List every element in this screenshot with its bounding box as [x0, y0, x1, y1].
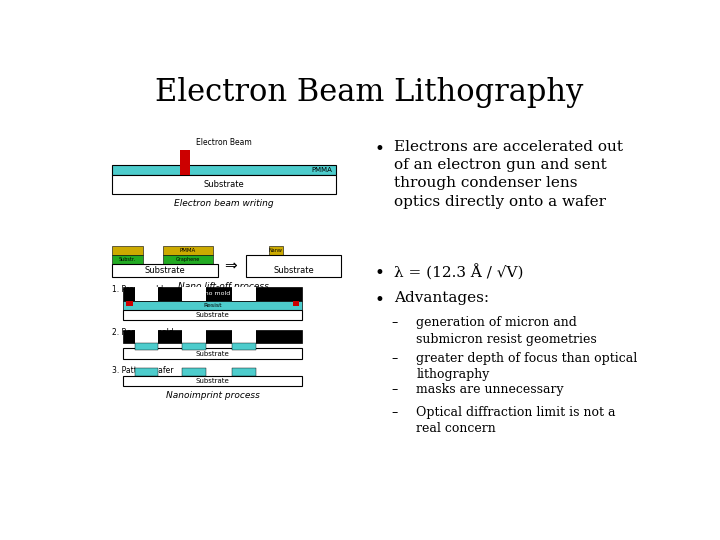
Bar: [233, 343, 256, 350]
Text: Substr.: Substr.: [119, 257, 136, 262]
Bar: [269, 246, 282, 255]
Bar: [233, 329, 256, 343]
Bar: [163, 255, 213, 264]
Bar: [180, 150, 190, 175]
Text: •: •: [374, 140, 384, 158]
Bar: [124, 287, 302, 301]
Bar: [124, 376, 302, 386]
Bar: [112, 255, 143, 264]
Text: Optical diffraction limit is not a
real concern: Optical diffraction limit is not a real …: [416, 406, 616, 435]
Text: λ = (12.3 Å / √V): λ = (12.3 Å / √V): [394, 265, 523, 281]
Text: Nanw: Nanw: [269, 248, 282, 253]
Bar: [233, 368, 256, 376]
Bar: [112, 246, 143, 255]
Bar: [182, 343, 205, 350]
Text: –: –: [392, 352, 397, 365]
Text: PMMA: PMMA: [179, 248, 196, 253]
Text: Graphene: Graphene: [176, 257, 199, 262]
Text: Nano lift-off process: Nano lift-off process: [179, 282, 269, 291]
Bar: [182, 287, 205, 301]
Text: generation of micron and
submicron resist geometries: generation of micron and submicron resis…: [416, 316, 597, 346]
Bar: [124, 310, 302, 320]
Text: Electrons are accelerated out
of an electron gun and sent
through condenser lens: Electrons are accelerated out of an elec…: [394, 140, 623, 209]
Text: •: •: [374, 292, 384, 309]
Text: PMMA: PMMA: [312, 167, 333, 173]
Text: Electron beam writing: Electron beam writing: [174, 199, 274, 208]
Bar: [135, 329, 158, 343]
Text: Nano mold: Nano mold: [196, 292, 230, 296]
Text: masks are unnecessary: masks are unnecessary: [416, 383, 564, 396]
Text: Substrate: Substrate: [274, 266, 314, 275]
Text: 2. Remove mold: 2. Remove mold: [112, 328, 174, 336]
Text: Substrate: Substrate: [145, 266, 186, 275]
Text: Substrate: Substrate: [196, 312, 230, 318]
Text: Electron Beam: Electron Beam: [196, 138, 252, 147]
Text: Resist: Resist: [204, 302, 222, 308]
Bar: [233, 287, 256, 301]
Bar: [135, 287, 158, 301]
Text: Electron Beam Lithography: Electron Beam Lithography: [155, 77, 583, 109]
Text: Advantages:: Advantages:: [394, 292, 489, 306]
Bar: [124, 348, 302, 359]
Bar: [112, 175, 336, 194]
Bar: [126, 301, 133, 306]
Bar: [135, 368, 158, 376]
Text: Substrate: Substrate: [196, 378, 230, 384]
Bar: [124, 301, 302, 310]
Text: ⇒: ⇒: [224, 259, 237, 274]
Text: Substrate: Substrate: [196, 350, 230, 356]
Bar: [292, 301, 300, 306]
Bar: [182, 368, 205, 376]
Bar: [112, 165, 336, 175]
Bar: [135, 343, 158, 350]
Bar: [124, 329, 302, 343]
Text: Nanoimprint process: Nanoimprint process: [166, 392, 260, 400]
Text: –: –: [392, 383, 397, 396]
Text: –: –: [392, 406, 397, 419]
Text: 3. Pattern wafer: 3. Pattern wafer: [112, 366, 174, 375]
Text: •: •: [374, 265, 384, 282]
Bar: [112, 264, 218, 277]
Text: 1. Press mold: 1. Press mold: [112, 285, 163, 294]
Text: greater depth of focus than optical
lithography: greater depth of focus than optical lith…: [416, 352, 638, 381]
Bar: [246, 255, 341, 277]
Text: Substrate: Substrate: [204, 180, 244, 189]
Bar: [182, 329, 205, 343]
Text: –: –: [392, 316, 397, 329]
Bar: [163, 246, 213, 255]
